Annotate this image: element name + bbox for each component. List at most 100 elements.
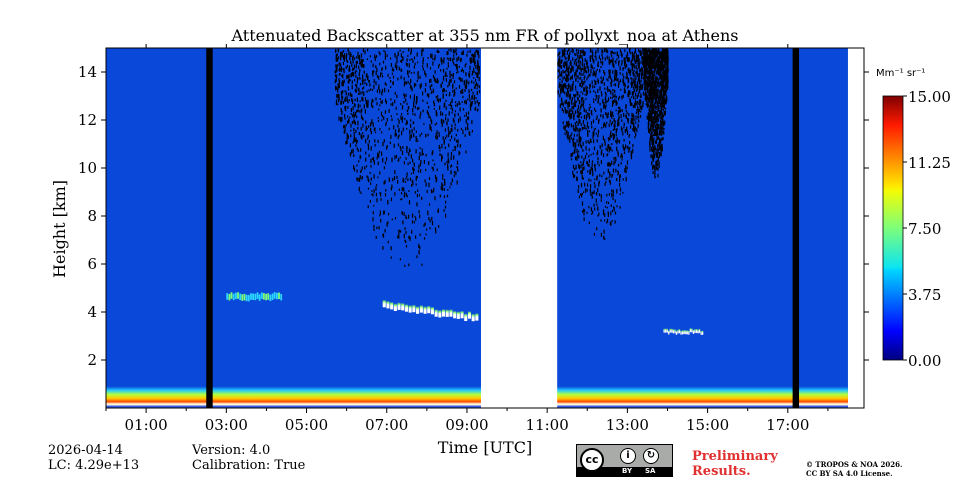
noise-speck	[416, 202, 418, 207]
noise-speck	[370, 182, 372, 185]
noise-speck	[418, 155, 420, 161]
noise-speck	[612, 112, 614, 115]
noise-speck	[370, 88, 372, 91]
noise-speck	[620, 113, 622, 119]
noise-speck	[403, 77, 405, 81]
noise-speck	[375, 97, 377, 101]
noise-speck	[397, 143, 400, 147]
noise-speck	[410, 52, 412, 55]
noise-speck	[414, 215, 416, 218]
noise-speck	[361, 176, 363, 180]
noise-speck	[425, 182, 427, 187]
noise-speck	[421, 132, 423, 135]
noise-speck	[578, 163, 580, 169]
noise-speck	[357, 149, 359, 152]
noise-speck	[666, 61, 668, 64]
noise-speck	[601, 143, 603, 148]
noise-speck	[451, 98, 453, 103]
noise-speck	[665, 100, 667, 103]
noise-speck	[578, 132, 580, 136]
noise-speck	[568, 83, 570, 87]
noise-speck	[609, 69, 611, 74]
noise-speck	[659, 132, 662, 135]
noise-speck	[453, 155, 455, 160]
noise-speck	[359, 91, 361, 95]
noise-speck	[652, 157, 655, 162]
noise-speck	[637, 110, 640, 115]
noise-speck	[397, 179, 399, 184]
noise-speck	[370, 146, 372, 151]
noise-speck	[649, 112, 652, 115]
noise-speck	[568, 112, 570, 118]
noise-speck	[613, 95, 615, 98]
noise-speck	[649, 129, 651, 132]
noise-speck	[593, 67, 595, 70]
noise-speck	[339, 62, 341, 65]
noise-speck	[596, 203, 598, 206]
noise-speck	[664, 71, 666, 76]
noise-speck	[620, 161, 622, 165]
noise-speck	[367, 134, 369, 139]
noise-speck	[569, 61, 571, 66]
noise-speck	[400, 230, 402, 233]
noise-speck	[455, 133, 457, 137]
noise-speck	[661, 124, 663, 129]
noise-speck	[427, 210, 429, 214]
noise-speck	[567, 77, 569, 81]
noise-speck	[358, 110, 360, 113]
noise-speck	[419, 246, 421, 250]
noise-speck	[647, 61, 649, 65]
noise-speck	[568, 110, 570, 114]
noise-speck	[460, 127, 462, 130]
noise-speck	[371, 98, 373, 101]
layer-segment	[278, 292, 280, 300]
noise-speck	[610, 204, 612, 207]
noise-speck	[577, 143, 580, 147]
noise-speck	[663, 69, 665, 73]
noise-speck	[448, 132, 450, 138]
noise-speck	[638, 80, 640, 85]
noise-speck	[637, 77, 640, 81]
noise-speck	[660, 60, 662, 64]
noise-speck	[576, 127, 578, 132]
noise-speck	[614, 120, 616, 123]
noise-speck	[390, 98, 392, 101]
noise-speck	[355, 129, 357, 133]
noise-speck	[625, 104, 627, 108]
noise-speck	[561, 97, 563, 102]
noise-speck	[442, 93, 444, 97]
noise-speck	[608, 143, 610, 149]
noise-speck	[408, 48, 410, 51]
noise-speck	[580, 165, 582, 169]
noise-speck	[578, 55, 580, 60]
noise-speck	[452, 62, 455, 65]
noise-speck	[478, 77, 480, 82]
noise-speck	[361, 108, 363, 112]
noise-speck	[439, 149, 441, 152]
noise-speck	[575, 58, 577, 61]
noise-speck	[614, 220, 616, 224]
noise-speck	[577, 114, 579, 119]
noise-speck	[571, 105, 573, 109]
noise-speck	[648, 122, 650, 125]
noise-speck	[392, 178, 394, 182]
noise-speck	[360, 169, 362, 172]
noise-speck	[583, 51, 585, 56]
noise-speck	[614, 126, 616, 130]
noise-speck	[593, 100, 595, 104]
noise-speck	[660, 110, 662, 114]
noise-speck	[661, 99, 663, 105]
noise-speck	[651, 69, 653, 73]
noise-speck	[409, 95, 411, 99]
noise-speck	[382, 141, 384, 147]
noise-speck	[407, 106, 409, 110]
noise-speck	[434, 57, 436, 61]
noise-speck	[615, 101, 617, 106]
noise-speck	[357, 88, 359, 91]
noise-speck	[436, 50, 438, 53]
noise-speck	[365, 127, 367, 132]
noise-speck	[588, 142, 590, 145]
noise-speck	[357, 55, 359, 60]
noise-speck	[441, 157, 443, 162]
noise-speck	[455, 52, 458, 56]
